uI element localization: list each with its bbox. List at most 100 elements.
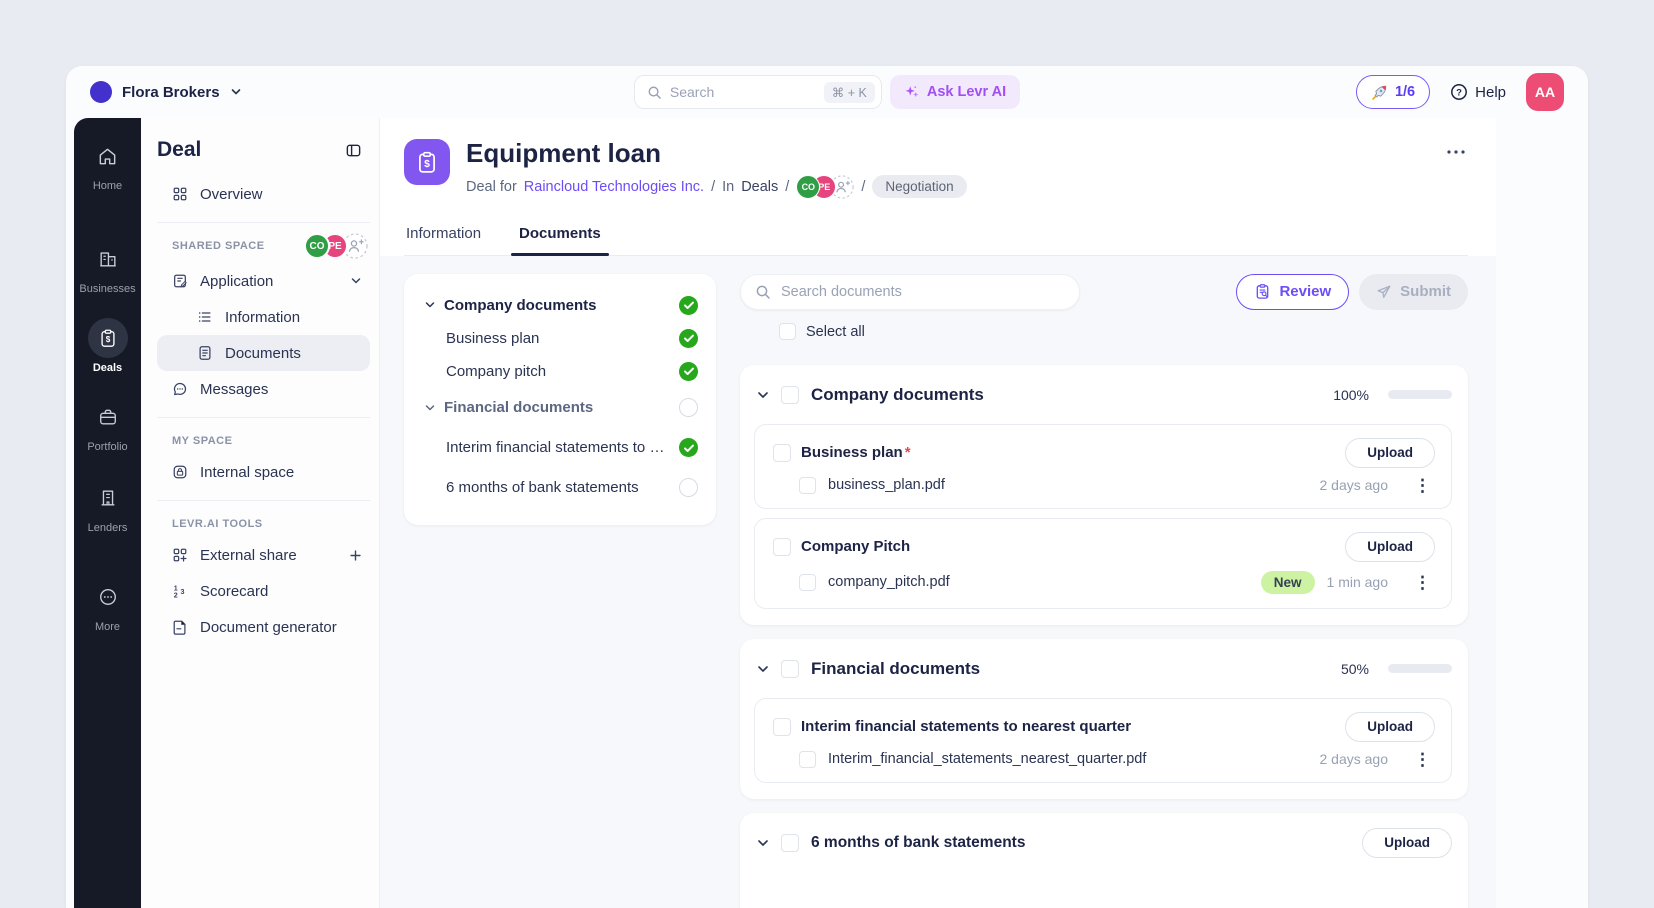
more-options-icon[interactable]: [1444, 143, 1468, 161]
user-avatar[interactable]: AA: [1526, 73, 1564, 111]
kebab-menu-icon[interactable]: ⋮: [1410, 751, 1435, 768]
sidebar-item-label: Documents: [225, 344, 301, 362]
kebab-menu-icon[interactable]: ⋮: [1410, 477, 1435, 494]
section-financial-documents: Financial documents 50% Interim financia…: [740, 638, 1468, 799]
chevron-down-icon[interactable]: [424, 402, 436, 414]
sidebar-item-information[interactable]: Information: [157, 299, 370, 335]
rail-item-home[interactable]: Home: [74, 136, 141, 192]
rail-item-businesses[interactable]: Businesses: [74, 239, 141, 295]
company-link[interactable]: Raincloud Technologies Inc.: [523, 178, 705, 195]
section-checkbox[interactable]: [781, 385, 799, 404]
global-search[interactable]: ⌘ + K: [633, 75, 882, 109]
breadcrumb-separator: /: [711, 178, 716, 195]
plus-icon[interactable]: [349, 549, 362, 562]
upload-button[interactable]: Upload: [1345, 531, 1435, 562]
sidebar-item-documents[interactable]: Documents: [157, 335, 370, 371]
send-icon: [1376, 284, 1392, 300]
sidebar-item-label: Messages: [200, 380, 269, 398]
file-timestamp: 1 min ago: [1326, 574, 1388, 591]
svg-text:3: 3: [180, 588, 184, 596]
file-name[interactable]: company_pitch.pdf: [828, 574, 950, 591]
review-button[interactable]: Review: [1236, 273, 1350, 310]
file-checkbox[interactable]: [799, 573, 816, 591]
checklist-label: Company pitch: [446, 362, 547, 380]
tab-information[interactable]: Information: [406, 224, 482, 242]
kebab-menu-icon[interactable]: ⋮: [1410, 574, 1435, 591]
sidebar-item-messages[interactable]: Messages: [157, 371, 370, 407]
sidebar-item-external-share[interactable]: External share: [157, 537, 370, 573]
search-input[interactable]: [669, 84, 816, 100]
primary-nav-rail: Home Businesses $ Deals Portfolio Lender…: [74, 118, 141, 908]
required-marker: *: [904, 444, 911, 462]
usage-counter-label: 1/6: [1394, 84, 1416, 100]
upload-button[interactable]: Upload: [1345, 437, 1435, 468]
chevron-down-icon[interactable]: [754, 660, 772, 678]
section-company-documents: Company documents 100% Business plan * Up…: [740, 364, 1468, 625]
checklist-section[interactable]: Financial documents: [424, 388, 698, 428]
collapse-panel-icon[interactable]: [343, 140, 364, 161]
submit-button[interactable]: Submit: [1359, 273, 1468, 310]
chevron-down-icon[interactable]: [754, 386, 772, 404]
file-name[interactable]: business_plan.pdf: [828, 477, 945, 494]
checklist-item[interactable]: Business plan: [424, 322, 698, 355]
chevron-down-icon[interactable]: [350, 275, 362, 287]
rail-item-lenders[interactable]: Lenders: [74, 478, 141, 534]
upload-button[interactable]: Upload: [1362, 827, 1452, 858]
checklist-item[interactable]: Interim financial statements to nearest …: [424, 428, 698, 468]
deals-link[interactable]: Deals: [741, 178, 779, 195]
tab-bar: Information Documents: [404, 215, 1468, 256]
checklist-item[interactable]: 6 months of bank statements: [424, 468, 698, 508]
sidebar-item-application[interactable]: Application: [157, 263, 370, 299]
sidebar-item-overview[interactable]: Overview: [157, 176, 370, 212]
checklist-item[interactable]: Company pitch: [424, 355, 698, 388]
checklist-section[interactable]: Company documents: [424, 289, 698, 322]
select-all-checkbox[interactable]: [779, 323, 796, 341]
ask-levr-ai-button[interactable]: Ask Levr AI: [889, 75, 1021, 109]
rail-item-more[interactable]: More: [74, 577, 141, 633]
rail-label: Home: [92, 180, 123, 192]
review-label: Review: [1279, 283, 1332, 301]
more-icon: [88, 577, 128, 617]
breadcrumb-separator: /: [861, 178, 866, 195]
sidebar-item-internal-space[interactable]: Internal space: [157, 454, 370, 490]
section-checkbox[interactable]: [781, 659, 799, 678]
deal-header: $ Equipment loan Deal for Raincloud Tech…: [380, 118, 1496, 256]
select-all[interactable]: Select all: [779, 323, 1468, 341]
request-checkbox[interactable]: [781, 833, 799, 852]
status-badge: Negotiation: [872, 175, 967, 199]
sidebar-item-document-generator[interactable]: Document generator: [157, 609, 370, 645]
rail-item-portfolio[interactable]: Portfolio: [74, 397, 141, 453]
topbar: Flora Brokers ⌘ + K Ask Levr AI: [66, 66, 1588, 118]
request-checkbox[interactable]: [773, 537, 791, 556]
tab-documents[interactable]: Documents: [511, 215, 609, 256]
svg-text:2: 2: [174, 592, 178, 599]
empty-circle-icon: [679, 398, 698, 418]
search-icon: [647, 85, 662, 100]
file-row: business_plan.pdf 2 days ago ⋮: [799, 476, 1435, 494]
checklist-label: Company documents: [444, 296, 597, 314]
portfolio-icon: [88, 397, 128, 437]
documents-search-input[interactable]: [781, 283, 1065, 300]
help-button[interactable]: ? Help: [1450, 83, 1506, 101]
file-checkbox[interactable]: [799, 750, 816, 768]
request-checkbox[interactable]: [773, 717, 791, 736]
usage-counter-button[interactable]: 1/6: [1355, 75, 1431, 109]
ask-levr-ai-label: Ask Levr AI: [926, 84, 1007, 100]
chevron-down-icon[interactable]: [754, 834, 772, 852]
svg-text:?: ?: [1456, 87, 1462, 98]
shared-space-avatars: CO PE: [304, 233, 368, 259]
rail-item-deals[interactable]: $ Deals: [74, 318, 141, 374]
file-checkbox[interactable]: [799, 476, 816, 494]
org-switcher[interactable]: Flora Brokers: [90, 81, 634, 103]
sidebar-item-label: Scorecard: [200, 582, 269, 600]
chevron-down-icon[interactable]: [424, 299, 436, 311]
request-checkbox[interactable]: [773, 443, 791, 462]
chat-icon: [172, 381, 188, 397]
upload-button[interactable]: Upload: [1345, 711, 1435, 742]
sidebar-item-label: Internal space: [200, 463, 295, 481]
file-name[interactable]: Interim_financial_statements_nearest_qua…: [828, 751, 1147, 768]
documents-search[interactable]: [740, 273, 1080, 310]
submit-label: Submit: [1400, 283, 1451, 301]
request-title: Company Pitch: [801, 538, 911, 556]
